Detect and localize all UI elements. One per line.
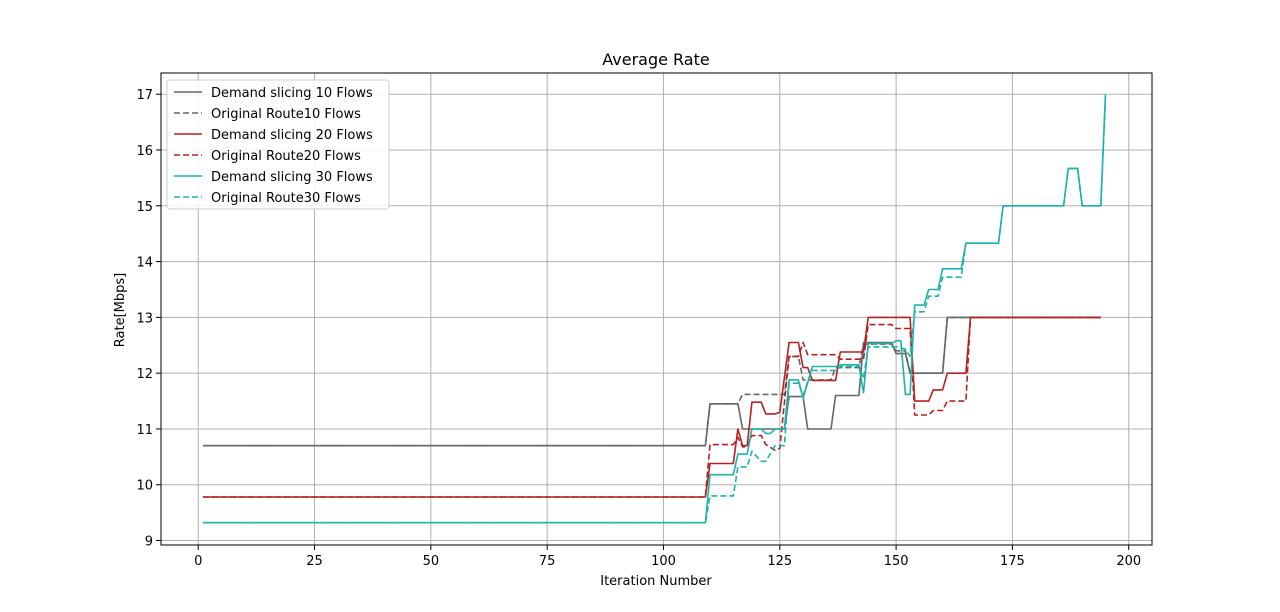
legend-item-label: Original Route30 Flows [211, 191, 361, 206]
legend-item-label: Demand slicing 10 Flows [211, 86, 373, 101]
y-tick-label: 13 [136, 311, 153, 326]
y-tick-label: 14 [136, 256, 153, 271]
series-line-2 [202, 316, 1101, 447]
legend-box [166, 79, 390, 210]
series-line-4 [202, 316, 1101, 498]
y-tick-label: 12 [136, 367, 153, 382]
series-line-3 [202, 316, 1101, 498]
x-tick-label: 0 [194, 554, 202, 569]
y-tick-label: 10 [136, 479, 153, 494]
legend-item-label: Original Route20 Flows [211, 149, 361, 164]
y-tick-label: 17 [136, 88, 153, 103]
legend-item-label: Demand slicing 20 Flows [211, 128, 373, 143]
plot-frame [160, 72, 1153, 546]
x-axis-ticks: 0 25 50 75 100 125 150 175 200 [194, 545, 1141, 569]
plot-lines [202, 94, 1107, 524]
y-axis-ticks: 9 10 11 12 13 14 15 16 17 [136, 88, 161, 550]
x-tick-label: 200 [1116, 554, 1141, 569]
legend-item-label: Original Route10 Flows [211, 107, 361, 122]
x-axis-label: Iteration Number [600, 574, 712, 589]
legend: Demand slicing 10 Flows Original Route10 … [166, 79, 390, 210]
legend-item-label: Demand slicing 30 Flows [211, 170, 373, 185]
x-tick-label: 125 [767, 554, 792, 569]
x-tick-label: 25 [306, 554, 323, 569]
x-tick-label: 75 [539, 554, 556, 569]
x-tick-label: 175 [1000, 554, 1025, 569]
y-axis-label: Rate[Mbps] [113, 273, 128, 347]
x-tick-label: 100 [651, 554, 676, 569]
x-tick-label: 150 [884, 554, 909, 569]
grid [161, 73, 1152, 545]
y-tick-label: 15 [136, 200, 153, 215]
chart-title: Average Rate [602, 50, 709, 69]
y-tick-label: 16 [136, 144, 153, 159]
y-tick-label: 9 [145, 535, 153, 550]
x-tick-label: 50 [423, 554, 440, 569]
y-tick-label: 11 [136, 423, 153, 438]
series-line-6 [202, 94, 1107, 524]
